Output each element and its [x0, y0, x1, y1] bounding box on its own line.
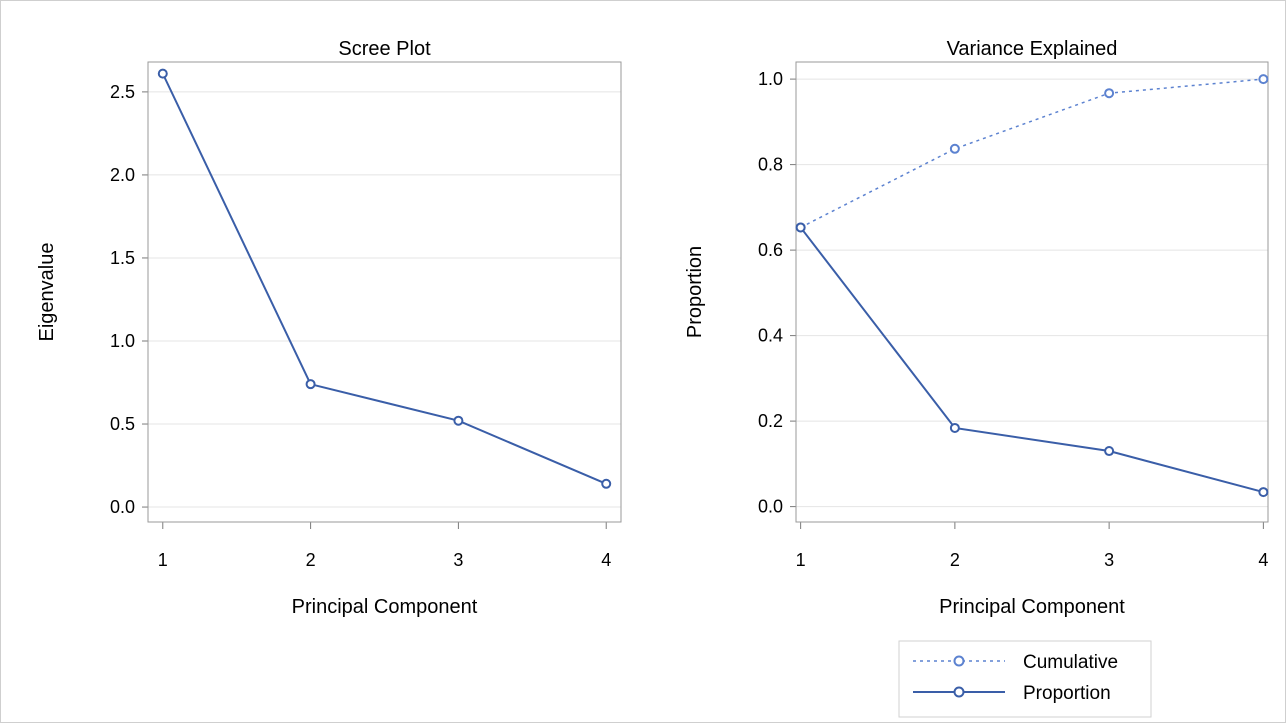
- x-axis-label: Principal Component: [292, 596, 478, 618]
- data-point: [157, 68, 168, 79]
- series-line-proportion: [799, 226, 1264, 494]
- y-tick-label: 2.0: [110, 165, 135, 185]
- data-point: [949, 422, 960, 433]
- data-point: [795, 222, 806, 233]
- y-tick-label: 2.5: [110, 82, 135, 102]
- x-tick-label: 4: [601, 550, 611, 570]
- y-axis-label: Proportion: [684, 246, 706, 338]
- y-tick-label: 1.0: [758, 69, 783, 89]
- data-point: [1104, 88, 1115, 99]
- x-tick-label: 1: [796, 550, 806, 570]
- chart-panel-1: 0.0 0.5 1.0 1.5 2.0 2.5 1 2 3 4 Scree Plot Principa…: [36, 38, 622, 618]
- y-tick-label: 0.6: [758, 240, 783, 260]
- data-point: [453, 415, 464, 426]
- x-tick-label: 2: [306, 550, 316, 570]
- y-tick-label: 0.0: [758, 497, 783, 517]
- legend-swatch-marker: [953, 655, 965, 667]
- y-tick-label: 0.0: [110, 497, 135, 517]
- x-tick-label: 4: [1258, 550, 1268, 570]
- y-tick-label: 1.5: [110, 248, 135, 268]
- data-point: [1258, 487, 1269, 498]
- plot-frame: [795, 61, 1269, 523]
- chart-panel-2: 0.0 0.2 0.4 0.6 0.8 1.0 1 2 3 4 Variance Explained…: [684, 38, 1269, 718]
- y-tick-label: 0.5: [110, 414, 135, 434]
- legend: Cumulative Proportion: [898, 640, 1152, 718]
- plot-frame: [147, 61, 622, 523]
- legend-box: [898, 640, 1152, 718]
- x-axis-label: Principal Component: [939, 596, 1125, 618]
- y-tick-label: 0.4: [758, 326, 783, 346]
- data-point: [1258, 74, 1269, 85]
- x-tick-label: 1: [158, 550, 168, 570]
- data-point: [949, 143, 960, 154]
- chart-title: Scree Plot: [338, 38, 431, 60]
- x-tick-label: 3: [453, 550, 463, 570]
- legend-label-cumulative: Cumulative: [1023, 652, 1118, 673]
- y-tick-label: 1.0: [110, 331, 135, 351]
- y-tick-label: 0.2: [758, 411, 783, 431]
- x-tick-label: 2: [950, 550, 960, 570]
- plot-area: [796, 62, 1268, 522]
- data-point: [305, 379, 316, 390]
- y-axis-label: Eigenvalue: [36, 243, 58, 342]
- y-tick-label: 0.8: [758, 155, 783, 175]
- series-line-1: [161, 73, 607, 485]
- legend-label-proportion: Proportion: [1023, 683, 1111, 704]
- data-point: [1104, 446, 1115, 457]
- legend-swatch-marker: [953, 686, 965, 698]
- series-line-cumulative: [800, 78, 1264, 229]
- plot-area: [148, 62, 621, 522]
- chart-title: Variance Explained: [947, 38, 1118, 60]
- x-tick-label: 3: [1104, 550, 1114, 570]
- data-point: [601, 478, 612, 489]
